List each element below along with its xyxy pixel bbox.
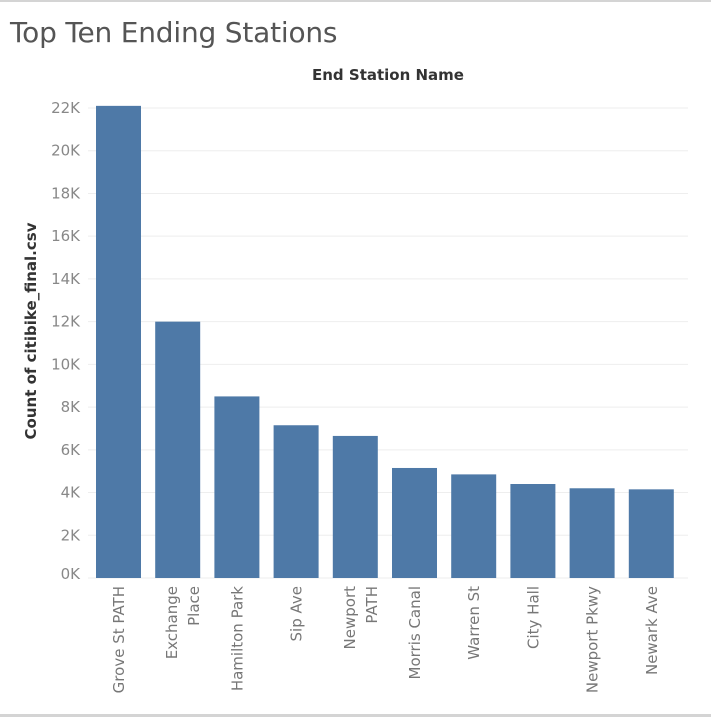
x-tick-label: Newport: [341, 586, 359, 650]
bar: [510, 484, 556, 578]
bottom-border: [0, 714, 711, 717]
x-tick-label: Morris Canal: [406, 586, 424, 679]
bar: [628, 489, 674, 578]
y-axis-title: Count of citibike_final.csv: [22, 222, 40, 439]
x-tick-label: City Hall: [524, 586, 542, 649]
bar: [273, 425, 319, 578]
bar: [451, 474, 497, 578]
y-tick-label: 0K: [61, 565, 82, 583]
y-axis-ticks: 0K 2K 4K 6K 8K 10K 12K 14K 16K 18K 20K 22K: [51, 99, 81, 583]
x-tick-label: Grove St PATH: [110, 586, 128, 693]
y-tick-label: 12K: [51, 313, 81, 331]
x-tick-label: Newport Pkwy: [584, 586, 602, 693]
y-tick-label: 14K: [51, 270, 81, 288]
y-tick-label: 22K: [51, 99, 81, 117]
chart-title: Top Ten Ending Stations: [10, 16, 338, 49]
x-tick-label: Warren St: [465, 586, 483, 660]
y-tick-label: 4K: [61, 484, 82, 502]
y-tick-label: 16K: [51, 227, 81, 245]
x-tick-label: Sip Ave: [288, 586, 306, 641]
bar: [214, 396, 260, 578]
bar: [332, 435, 378, 578]
x-axis-title: End Station Name: [312, 66, 464, 84]
x-axis-ticks: Grove St PATH Exchange Place Hamilton Park S…: [110, 586, 661, 694]
y-tick-label: 8K: [61, 398, 82, 416]
bar: [392, 467, 437, 578]
bar: [155, 321, 201, 578]
y-tick-label: 20K: [51, 142, 81, 160]
y-tick-label: 18K: [51, 184, 81, 202]
bar: [96, 105, 141, 578]
top-border: [0, 0, 711, 2]
y-tick-label: 6K: [61, 441, 82, 459]
x-tick-label: PATH: [363, 586, 381, 624]
bar: [569, 488, 615, 578]
x-tick-label: Place: [185, 586, 203, 626]
y-tick-label: 2K: [61, 526, 82, 544]
x-tick-label: Exchange: [163, 586, 181, 659]
bars: [96, 105, 674, 578]
y-tick-label: 10K: [51, 355, 81, 373]
x-tick-label: Hamilton Park: [228, 586, 246, 691]
x-tick-label: Newark Ave: [643, 586, 661, 675]
